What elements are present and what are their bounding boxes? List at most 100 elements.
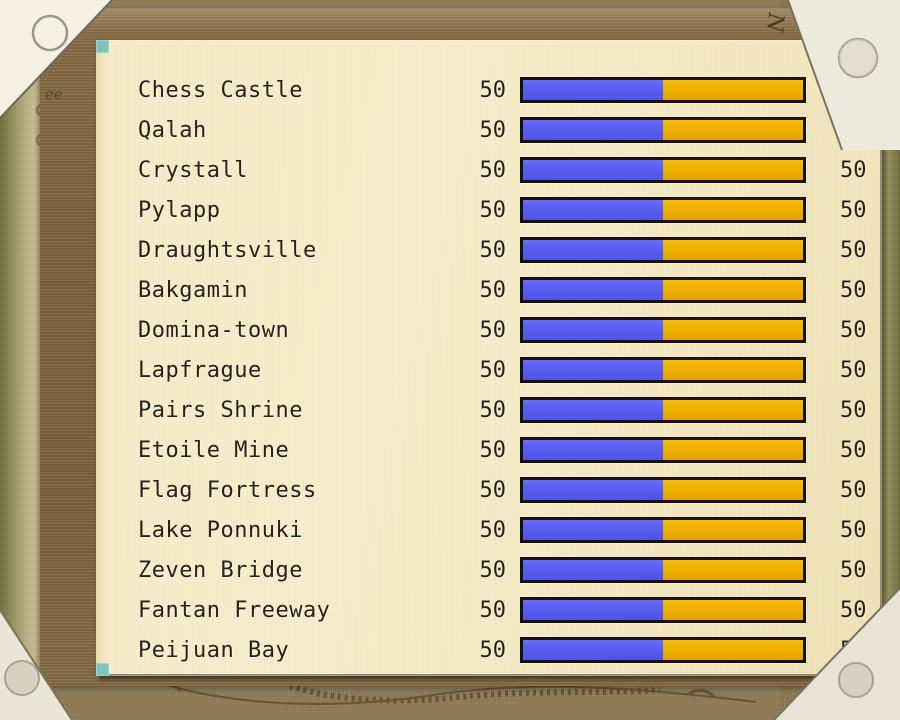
table-row[interactable]: Crystall 50 50 — [138, 150, 867, 190]
row-split-bar — [520, 197, 806, 223]
bar-segment-right — [663, 200, 803, 220]
table-row[interactable]: Etoile Mine 50 50 — [138, 430, 867, 470]
corner-tab-top-left — [96, 40, 109, 53]
bar-segment-right — [663, 360, 803, 380]
row-left-value: 50 — [479, 517, 507, 543]
row-left-value: 50 — [479, 77, 507, 103]
bar-segment-left — [523, 360, 663, 380]
row-right-value: 50 — [840, 637, 867, 663]
bar-segment-left — [523, 240, 663, 260]
paper-sheet: Chess Castle 50 50 Qalah 50 50 Crystall 50 50 Pyl… — [96, 40, 888, 682]
bar-segment-right — [663, 560, 803, 580]
row-left-value: 50 — [479, 437, 507, 463]
row-right-value: 50 — [840, 517, 867, 543]
table-row[interactable]: Zeven Bridge 50 50 — [138, 550, 867, 590]
row-left-value: 50 — [479, 157, 507, 183]
row-left-value: 50 — [479, 477, 507, 503]
row-right-value: 50 — [840, 237, 867, 263]
table-row[interactable]: Pairs Shrine 50 50 — [138, 390, 867, 430]
row-split-bar — [520, 357, 806, 383]
row-left-value: 50 — [479, 277, 507, 303]
bar-segment-left — [523, 600, 663, 620]
table-row[interactable]: Qalah 50 50 — [138, 110, 867, 150]
row-right-value: 50 — [840, 277, 867, 303]
row-left-value: 50 — [479, 197, 507, 223]
row-left-value: 50 — [479, 357, 507, 383]
row-split-bar — [520, 597, 806, 623]
row-right-value: 50 — [840, 437, 867, 463]
row-split-bar — [520, 397, 806, 423]
paper-left-edge — [96, 40, 110, 676]
row-location-name: Pylapp — [138, 197, 221, 223]
table-row[interactable]: Draughtsville 50 50 — [138, 230, 867, 270]
row-location-name: Fantan Freeway — [138, 597, 331, 623]
table-row[interactable]: Flag Fortress 50 50 — [138, 470, 867, 510]
bar-segment-right — [663, 320, 803, 340]
corner-tab-top-right — [869, 40, 882, 53]
row-location-name: Draughtsville — [138, 237, 317, 263]
row-split-bar — [520, 277, 806, 303]
row-location-name: Lapfrague — [138, 357, 262, 383]
row-split-bar — [520, 77, 806, 103]
wooden-board: N ее Chess Castle 50 50 Qalah 50 50 Crystall 50… — [40, 8, 888, 686]
table-row[interactable]: Domina-town 50 50 — [138, 310, 867, 350]
row-location-name: Peijuan Bay — [138, 637, 290, 663]
bar-segment-left — [523, 320, 663, 340]
row-location-name: Pairs Shrine — [138, 397, 303, 423]
location-list: Chess Castle 50 50 Qalah 50 50 Crystall 50 50 Pyl… — [96, 70, 882, 670]
row-split-bar — [520, 117, 806, 143]
row-location-name: Zeven Bridge — [138, 557, 303, 583]
bar-segment-right — [663, 400, 803, 420]
bar-segment-left — [523, 280, 663, 300]
bar-segment-left — [523, 400, 663, 420]
row-split-bar — [520, 157, 806, 183]
row-right-value: 50 — [840, 557, 867, 583]
row-right-value: 50 — [840, 397, 867, 423]
row-right-value: 50 — [840, 477, 867, 503]
row-split-bar — [520, 637, 806, 663]
row-location-name: Domina-town — [138, 317, 290, 343]
row-location-name: Bakgamin — [138, 277, 248, 303]
bar-segment-right — [663, 440, 803, 460]
bar-segment-right — [663, 480, 803, 500]
paper-shadow-right — [880, 44, 888, 682]
table-row[interactable]: Lake Ponnuki 50 50 — [138, 510, 867, 550]
bar-segment-right — [663, 80, 803, 100]
table-row[interactable]: Peijuan Bay 50 50 — [138, 630, 867, 670]
board-scribble-dots-icon: ее — [45, 85, 63, 103]
table-row[interactable]: Fantan Freeway 50 50 — [138, 590, 867, 630]
row-location-name: Qalah — [138, 117, 207, 143]
table-row[interactable]: Bakgamin 50 50 — [138, 270, 867, 310]
bar-segment-left — [523, 480, 663, 500]
bar-segment-left — [523, 160, 663, 180]
row-split-bar — [520, 477, 806, 503]
paper-shadow-bottom — [100, 674, 888, 682]
row-right-value: 50 — [840, 357, 867, 383]
row-left-value: 50 — [479, 637, 507, 663]
bar-segment-left — [523, 440, 663, 460]
row-left-value: 50 — [479, 117, 507, 143]
row-location-name: Chess Castle — [138, 77, 303, 103]
table-row[interactable]: Chess Castle 50 50 — [138, 70, 867, 110]
bar-segment-left — [523, 80, 663, 100]
bar-segment-left — [523, 120, 663, 140]
row-location-name: Flag Fortress — [138, 477, 317, 503]
row-split-bar — [520, 237, 806, 263]
row-left-value: 50 — [479, 557, 507, 583]
row-right-value: 50 — [840, 117, 867, 143]
bar-segment-right — [663, 240, 803, 260]
table-row[interactable]: Lapfrague 50 50 — [138, 350, 867, 390]
table-row[interactable]: Pylapp 50 50 — [138, 190, 867, 230]
row-split-bar — [520, 517, 806, 543]
bar-segment-right — [663, 120, 803, 140]
bar-segment-left — [523, 520, 663, 540]
row-right-value: 50 — [840, 317, 867, 343]
bar-segment-right — [663, 600, 803, 620]
bar-segment-left — [523, 640, 663, 660]
row-location-name: Lake Ponnuki — [138, 517, 303, 543]
row-left-value: 50 — [479, 317, 507, 343]
row-left-value: 50 — [479, 397, 507, 423]
row-left-value: 50 — [479, 597, 507, 623]
bar-segment-left — [523, 200, 663, 220]
